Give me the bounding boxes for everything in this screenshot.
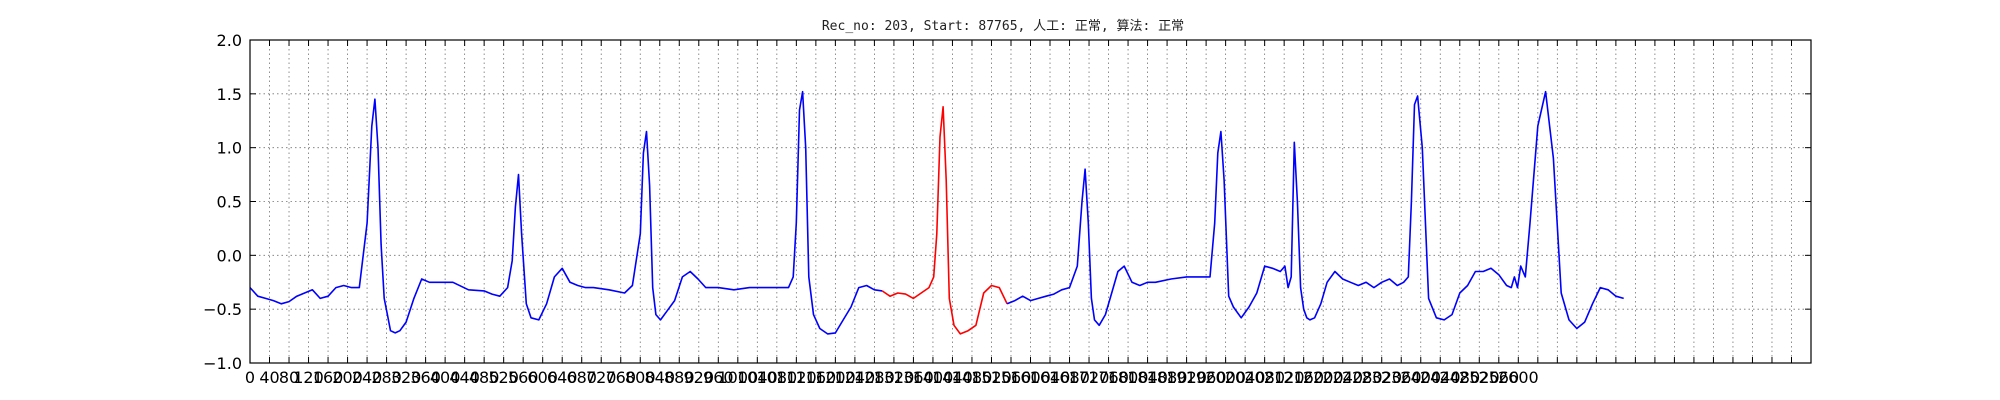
x-tick-label: 40 [259, 368, 279, 387]
x-tick-label: 120 [293, 368, 324, 387]
x-tick-label: 1400 [913, 368, 954, 387]
x-tick-label: 840 [644, 368, 675, 387]
x-tick-label: 920 [684, 368, 715, 387]
x-tick-label: 720 [586, 368, 617, 387]
x-tick-label: 1320 [874, 368, 915, 387]
x-tick-label: 2600 [1498, 368, 1539, 387]
x-tick-label: 0 [245, 368, 255, 387]
x-tick-label: 2480 [1439, 368, 1480, 387]
y-tick-label: −1.0 [203, 354, 242, 373]
x-tick-label: 2120 [1264, 368, 1305, 387]
x-tick-label: 1240 [835, 368, 876, 387]
x-tick-label: 2400 [1400, 368, 1441, 387]
x-tick-label: 880 [664, 368, 695, 387]
x-tick-label: 1600 [1010, 368, 1051, 387]
x-tick-label: 680 [566, 368, 597, 387]
x-tick-label: 1160 [796, 368, 837, 387]
x-tick-label: 240 [352, 368, 383, 387]
x-tick-label: 1960 [1186, 368, 1227, 387]
x-tick-label: 1800 [1108, 368, 1149, 387]
x-tick-label: 160 [313, 368, 344, 387]
x-tick-label: 2200 [1303, 368, 1344, 387]
x-tick-label: 1880 [1147, 368, 1188, 387]
x-tick-label: 1640 [1030, 368, 1071, 387]
x-tick-label: 960 [703, 368, 734, 387]
x-tick-label: 1840 [1127, 368, 1168, 387]
x-tick-label: 2040 [1225, 368, 1266, 387]
x-tick-label: 2000 [1205, 368, 1246, 387]
y-tick-label: 2.0 [217, 31, 242, 50]
x-tick-label: 80 [279, 368, 299, 387]
ecg-series-line-2 [1006, 90, 1624, 330]
x-tick-label: 640 [547, 368, 578, 387]
x-tick-label: 1520 [971, 368, 1012, 387]
x-tick-label: 320 [391, 368, 422, 387]
x-tick-label: 2560 [1478, 368, 1519, 387]
x-tick-label: 480 [469, 368, 500, 387]
x-tick-label: 1440 [932, 368, 973, 387]
x-tick-label: 1760 [1088, 368, 1129, 387]
x-tick-label: 1280 [854, 368, 895, 387]
y-tick-label: 1.0 [217, 139, 242, 158]
x-tick-label: 1480 [952, 368, 993, 387]
x-tick-label: 1680 [1049, 368, 1090, 387]
x-tick-label: 440 [449, 368, 480, 387]
x-tick-label: 2440 [1420, 368, 1461, 387]
x-tick-label: 800 [625, 368, 656, 387]
x-tick-label: 1360 [893, 368, 934, 387]
x-tick-label: 400 [430, 368, 461, 387]
y-axis-ticks: −1.0 −0.5 0.0 0.5 1.0 1.5 2.0 [203, 31, 1811, 373]
x-axis-ticks: 0 40 8012016020024028032036040044048052056… [245, 40, 1812, 387]
x-tick-label: 1720 [1069, 368, 1110, 387]
y-tick-label: 1.5 [217, 85, 242, 104]
grid-layer [250, 40, 1811, 363]
y-tick-label: 0.0 [217, 246, 242, 265]
x-tick-label: 760 [605, 368, 636, 387]
x-tick-label: 360 [410, 368, 441, 387]
x-tick-label: 200 [332, 368, 363, 387]
x-tick-label: 2360 [1381, 368, 1422, 387]
x-tick-label: 1040 [737, 368, 778, 387]
x-tick-label: 2280 [1342, 368, 1383, 387]
x-tick-label: 1080 [756, 368, 797, 387]
x-tick-label: 520 [488, 368, 519, 387]
ecg-series-line-0 [249, 90, 883, 335]
ecg-series-line-1 [881, 106, 1008, 335]
x-tick-label: 1200 [815, 368, 856, 387]
x-tick-label: 600 [527, 368, 558, 387]
x-tick-label: 1000 [717, 368, 758, 387]
x-tick-label: 2080 [1244, 368, 1285, 387]
x-tick-label: 280 [371, 368, 402, 387]
x-tick-label: 1920 [1166, 368, 1207, 387]
x-tick-label: 2240 [1322, 368, 1363, 387]
y-tick-label: −0.5 [203, 300, 242, 319]
x-tick-label: 2320 [1361, 368, 1402, 387]
x-tick-label: 1560 [991, 368, 1032, 387]
y-tick-label: 0.5 [217, 193, 242, 212]
chart-title: Rec_no: 203, Start: 87765, 人工: 正常, 算法: 正… [822, 19, 1184, 34]
x-tick-label: 2520 [1459, 368, 1500, 387]
x-tick-label: 2160 [1283, 368, 1324, 387]
x-tick-label: 1120 [776, 368, 817, 387]
series-layer [249, 90, 1624, 335]
x-tick-label: 560 [508, 368, 539, 387]
